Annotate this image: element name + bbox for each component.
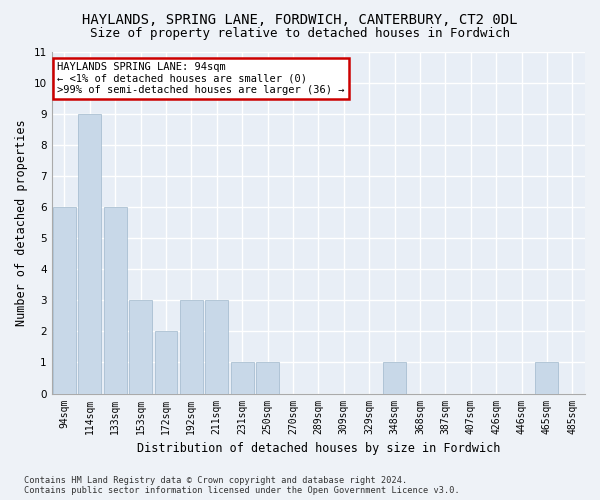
- Bar: [129, 300, 152, 394]
- Y-axis label: Number of detached properties: Number of detached properties: [15, 119, 28, 326]
- Text: Size of property relative to detached houses in Fordwich: Size of property relative to detached ho…: [90, 28, 510, 40]
- Bar: [53, 207, 76, 394]
- Text: Contains HM Land Registry data © Crown copyright and database right 2024.
Contai: Contains HM Land Registry data © Crown c…: [24, 476, 460, 495]
- Bar: [535, 362, 559, 394]
- Text: HAYLANDS, SPRING LANE, FORDWICH, CANTERBURY, CT2 0DL: HAYLANDS, SPRING LANE, FORDWICH, CANTERB…: [82, 12, 518, 26]
- Bar: [231, 362, 254, 394]
- Bar: [155, 332, 178, 394]
- Bar: [79, 114, 101, 394]
- Bar: [104, 207, 127, 394]
- Bar: [383, 362, 406, 394]
- Bar: [256, 362, 279, 394]
- Bar: [180, 300, 203, 394]
- Text: HAYLANDS SPRING LANE: 94sqm
← <1% of detached houses are smaller (0)
>99% of sem: HAYLANDS SPRING LANE: 94sqm ← <1% of det…: [57, 62, 344, 95]
- X-axis label: Distribution of detached houses by size in Fordwich: Distribution of detached houses by size …: [137, 442, 500, 455]
- Bar: [205, 300, 228, 394]
